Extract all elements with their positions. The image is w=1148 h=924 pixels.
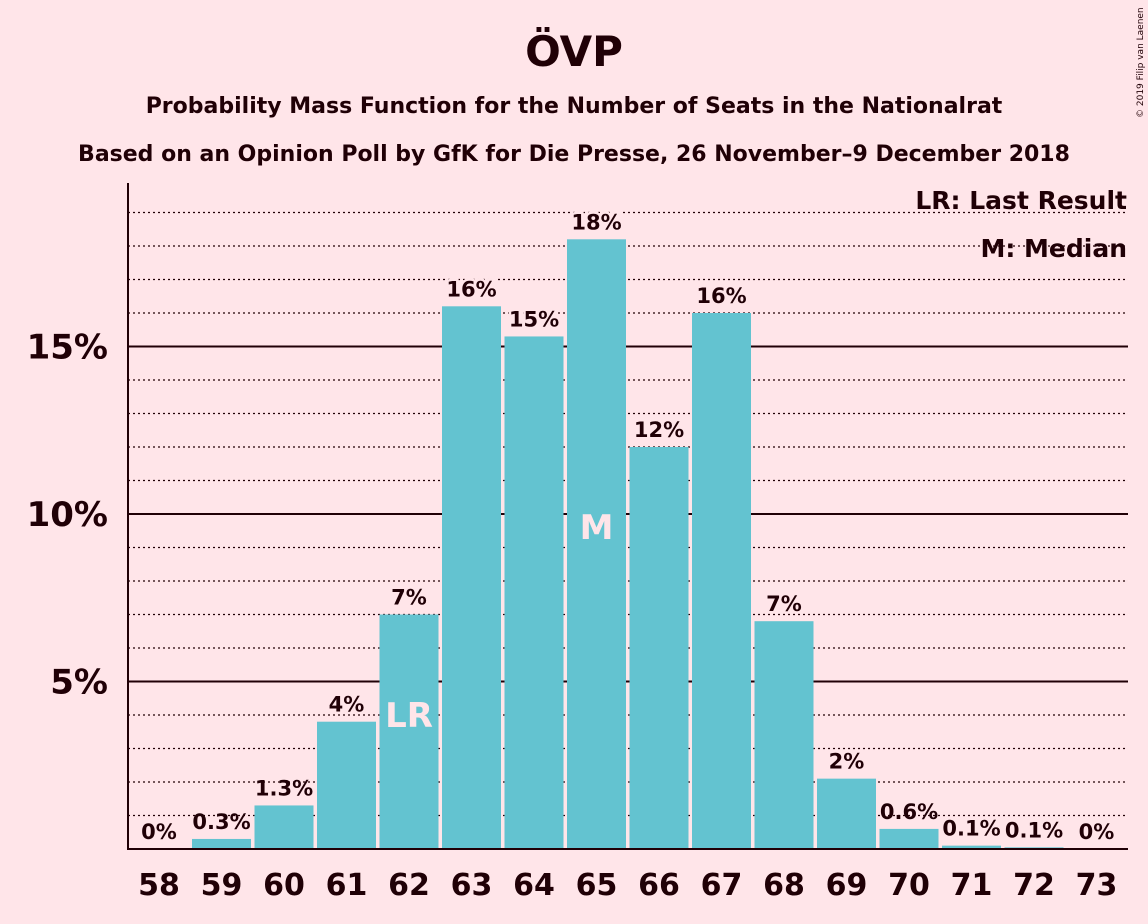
bar-69 — [817, 778, 876, 849]
data-label-70: 0.6% — [880, 800, 938, 824]
y-tick-label: 5% — [50, 663, 108, 703]
y-axis-ticks: 5% 10% 15% — [27, 328, 108, 703]
data-label-73: 0% — [1079, 820, 1115, 844]
data-label-66: 12% — [634, 418, 684, 442]
copyright: © 2019 Filip van Laenen — [1136, 7, 1146, 118]
data-label-67: 16% — [696, 284, 746, 308]
x-tick-label-67: 67 — [701, 868, 743, 903]
x-tick-label-72: 72 — [1013, 868, 1055, 903]
bar-59 — [192, 838, 251, 849]
x-tick-label-63: 63 — [451, 868, 493, 903]
legend-median: M: Median — [980, 234, 1127, 263]
bar-61 — [317, 721, 376, 849]
x-axis-ticks: 58 59 60 61 62 63 64 65 66 67 68 69 70 71 72 73 — [138, 868, 1117, 903]
bar-64 — [504, 336, 564, 849]
x-tick-label-65: 65 — [576, 868, 618, 903]
x-tick-label-64: 64 — [513, 868, 555, 903]
x-tick-label-60: 60 — [263, 868, 305, 903]
bar-62 — [379, 614, 439, 849]
x-tick-label-71: 71 — [951, 868, 993, 903]
data-label-71: 0.1% — [942, 817, 1000, 841]
x-tick-label-66: 66 — [638, 868, 680, 903]
x-tick-label-68: 68 — [763, 868, 805, 903]
data-label-64: 15% — [509, 307, 559, 331]
bar-71 — [942, 845, 1001, 849]
data-label-63: 16% — [446, 277, 496, 301]
x-tick-label-61: 61 — [326, 868, 368, 903]
x-tick-label-58: 58 — [138, 868, 180, 903]
y-tick-label: 10% — [27, 495, 108, 535]
bars — [192, 239, 1064, 850]
legend-last-result: LR: Last Result — [915, 186, 1127, 215]
marker-65: M — [580, 508, 614, 548]
x-tick-label-59: 59 — [201, 868, 243, 903]
bar-65 — [567, 239, 626, 850]
y-tick-label: 15% — [27, 328, 108, 368]
x-tick-label-73: 73 — [1076, 868, 1118, 903]
bar-70 — [879, 828, 939, 849]
x-tick-label-70: 70 — [888, 868, 930, 903]
data-label-58: 0% — [141, 820, 177, 844]
data-label-59: 0.3% — [192, 810, 250, 834]
marker-62: LR — [385, 696, 433, 736]
bar-63 — [442, 306, 501, 849]
chart-subtitle-source: Based on an Opinion Poll by GfK for Die … — [78, 142, 1070, 167]
data-label-65: 18% — [571, 210, 621, 234]
grid — [128, 211, 1128, 817]
bar-66 — [629, 447, 689, 849]
data-label-62: 7% — [391, 586, 427, 610]
bar-68 — [754, 621, 814, 849]
x-tick-label-62: 62 — [388, 868, 430, 903]
x-tick-label-69: 69 — [826, 868, 868, 903]
data-label-61: 4% — [329, 693, 365, 717]
bar-60 — [254, 805, 314, 849]
data-label-68: 7% — [766, 592, 802, 616]
data-label-69: 2% — [829, 750, 865, 774]
chart-title: ÖVP — [525, 26, 623, 76]
bar-67 — [692, 313, 751, 849]
data-label-72: 0.1% — [1005, 818, 1063, 842]
chart-subtitle: Probability Mass Function for the Number… — [146, 94, 1003, 119]
bar-markers: LR M — [385, 508, 613, 736]
data-label-60: 1.3% — [255, 776, 313, 800]
data-labels: 0% 0.3%1.3%4%7%16%15%18%12%16%7%2%0.6%0.1… — [141, 208, 1115, 844]
